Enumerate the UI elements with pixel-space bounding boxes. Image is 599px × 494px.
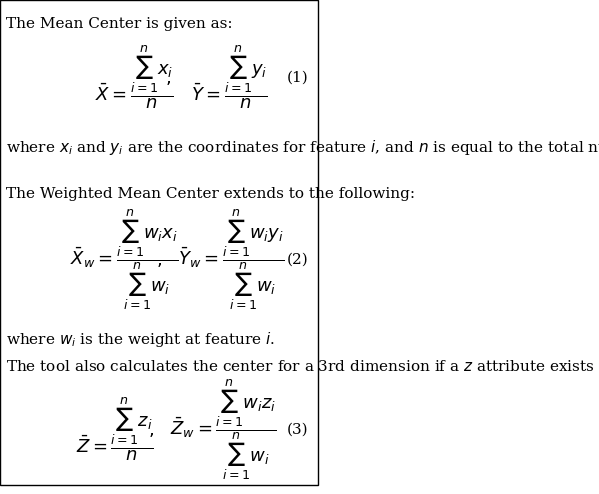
Text: $,$: $,$ xyxy=(165,69,171,86)
Text: $\bar{X} = \dfrac{\sum_{i=1}^{n} x_i}{n}$: $\bar{X} = \dfrac{\sum_{i=1}^{n} x_i}{n}… xyxy=(95,44,174,111)
Text: $\bar{X}_w = \dfrac{\sum_{i=1}^{n} w_i x_i}{\sum_{i=1}^{n} w_i}$: $\bar{X}_w = \dfrac{\sum_{i=1}^{n} w_i x… xyxy=(70,207,179,312)
Text: (1): (1) xyxy=(287,71,308,84)
Text: The Weighted Mean Center extends to the following:: The Weighted Mean Center extends to the … xyxy=(7,187,416,201)
Text: (3): (3) xyxy=(287,422,308,437)
Text: $,$: $,$ xyxy=(148,420,154,439)
Text: where $x_i$ and $y_i$ are the coordinates for feature $i$, and $n$ is equal to t: where $x_i$ and $y_i$ are the coordinate… xyxy=(7,138,599,157)
Text: The tool also calculates the center for a 3rd dimension if a $z$ attribute exist: The tool also calculates the center for … xyxy=(7,359,599,374)
Text: The Mean Center is given as:: The Mean Center is given as: xyxy=(7,17,233,31)
Text: where $w_i$ is the weight at feature $i$.: where $w_i$ is the weight at feature $i$… xyxy=(7,330,276,349)
Text: $,$: $,$ xyxy=(156,250,162,269)
Text: (2): (2) xyxy=(287,252,308,267)
Text: $\bar{Y} = \dfrac{\sum_{i=1}^{n} y_i}{n}$: $\bar{Y} = \dfrac{\sum_{i=1}^{n} y_i}{n}… xyxy=(191,44,268,111)
Text: $\bar{Z}_w = \dfrac{\sum_{i=1}^{n} w_i z_i}{\sum_{i=1}^{n} w_i}$: $\bar{Z}_w = \dfrac{\sum_{i=1}^{n} w_i z… xyxy=(170,377,277,482)
Text: $\bar{Z} = \dfrac{\sum_{i=1}^{n} z_i}{n}$: $\bar{Z} = \dfrac{\sum_{i=1}^{n} z_i}{n}… xyxy=(76,396,153,463)
Text: $\bar{Y}_w = \dfrac{\sum_{i=1}^{n} w_i y_i}{\sum_{i=1}^{n} w_i}$: $\bar{Y}_w = \dfrac{\sum_{i=1}^{n} w_i y… xyxy=(178,207,285,312)
